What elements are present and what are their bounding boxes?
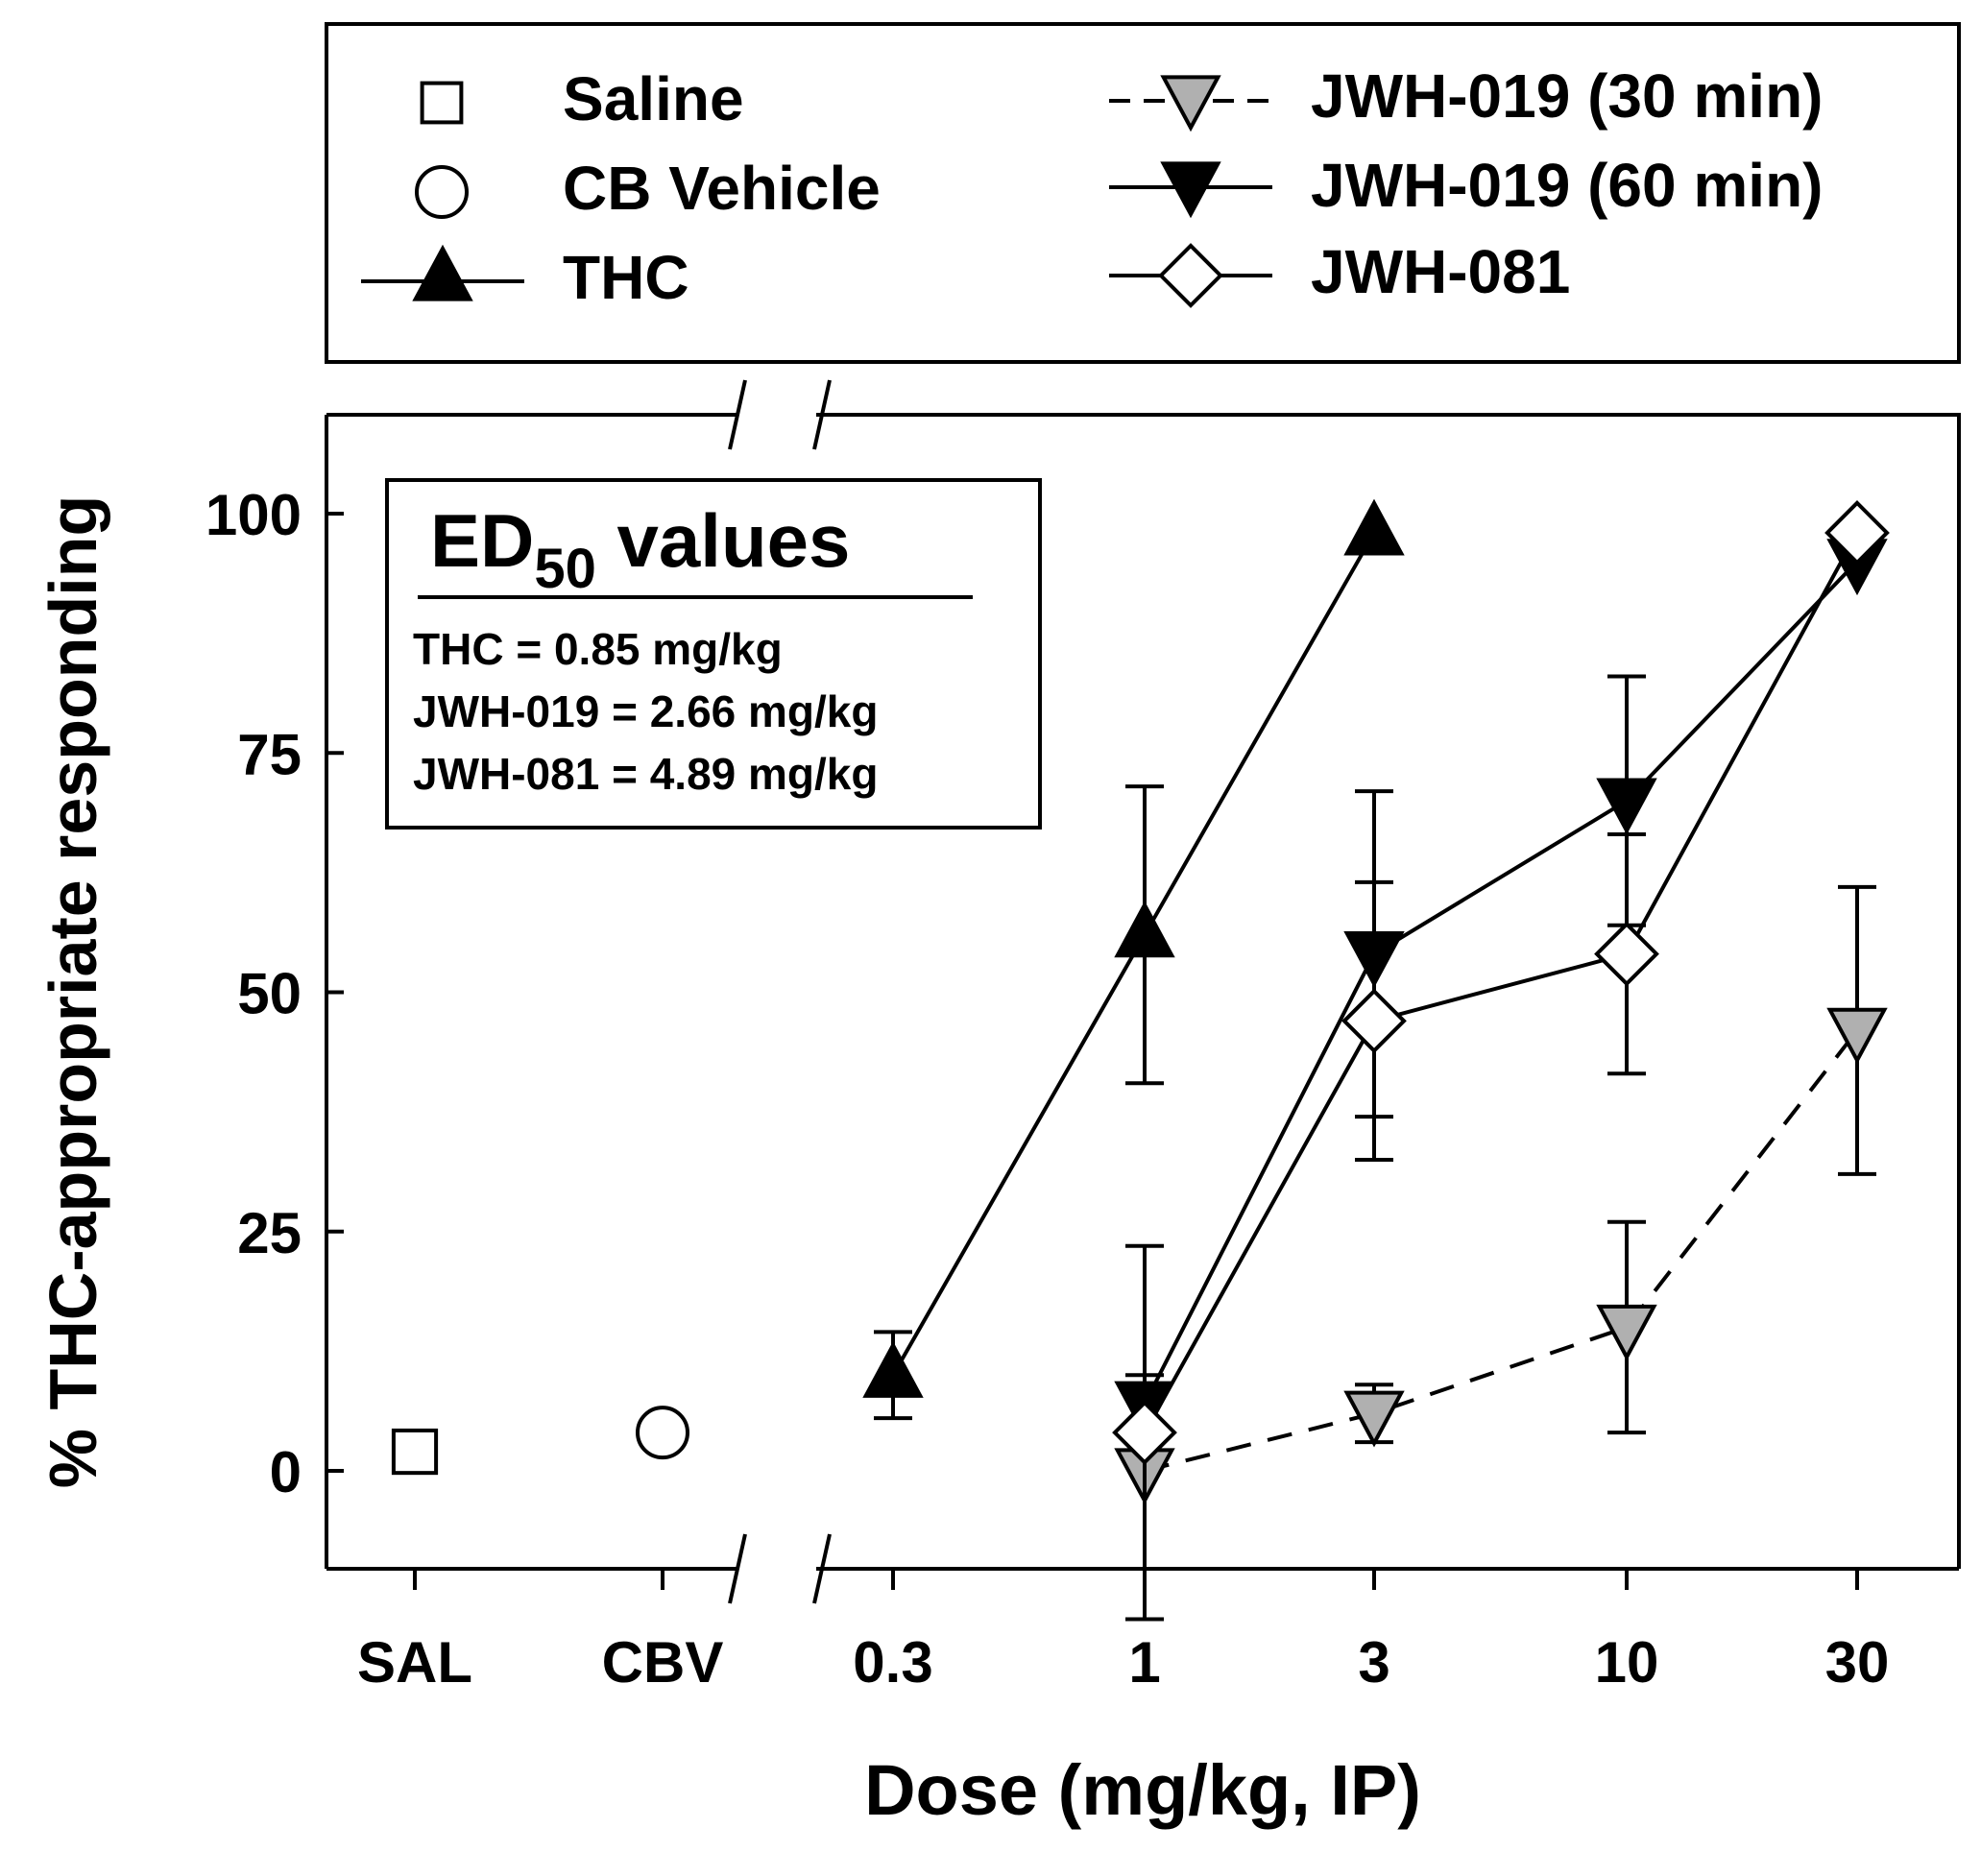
axis-break-bottom-2	[812, 1533, 832, 1604]
data-point	[1343, 498, 1405, 556]
y-tick-label: 50	[237, 962, 302, 1026]
legend-symbol-saline	[420, 81, 464, 125]
legend-label-saline: Saline	[563, 64, 744, 133]
data-point	[1343, 1390, 1405, 1448]
ed50-title-subscript: 50	[534, 538, 596, 600]
data-point	[1112, 1400, 1177, 1465]
x-tick-label: 30	[1825, 1630, 1890, 1695]
axis-break-top-2	[812, 379, 832, 450]
data-point	[1341, 988, 1407, 1054]
x-axis-title: Dose (mg/kg, IP)	[864, 1750, 1421, 1830]
legend-label-cb-vehicle: CB Vehicle	[563, 154, 881, 223]
data-point	[862, 1341, 924, 1398]
legend-symbol-thc	[412, 244, 473, 301]
control-point-cbv	[636, 1406, 689, 1460]
ed50-line-jwh019: JWH-019 = 2.66 mg/kg	[413, 686, 878, 736]
x-tick-label: 0.3	[853, 1630, 932, 1695]
data-point	[1594, 921, 1659, 987]
legend-label-jwh081: JWH-081	[1311, 237, 1570, 306]
y-tick-label: 0	[270, 1440, 302, 1504]
x-axis: SAL CBV 0.3 1 3 10 30	[357, 1569, 1889, 1695]
legend: Saline CB Vehicle THC JWH-019 (30 min) J…	[325, 22, 1961, 364]
axis-break-bottom-1	[728, 1533, 747, 1604]
data-point	[1824, 500, 1890, 565]
x-tick-label: SAL	[357, 1630, 472, 1695]
ed50-title: ED50 values	[430, 498, 850, 600]
y-axis: 0 25 50 75 100	[205, 483, 344, 1504]
series-layer	[391, 498, 1890, 1622]
legend-label-thc: THC	[563, 243, 689, 312]
x-tick-label: 1	[1128, 1630, 1160, 1695]
series-jwh-081	[1112, 500, 1890, 1622]
legend-symbol-jwh019-60	[1160, 161, 1221, 219]
y-axis-title: % THC-appropriate responding	[36, 495, 110, 1488]
ed50-annotation: ED50 values THC = 0.85 mg/kg JWH-019 = 2…	[385, 478, 1042, 830]
ed50-title-rest: values	[596, 498, 851, 583]
x-tick-label: 3	[1358, 1630, 1389, 1695]
series-jwh-019-60-min-	[1114, 539, 1888, 1438]
data-point	[1826, 1007, 1888, 1065]
series-jwh-019-30-min-	[1114, 884, 1888, 1505]
series-line	[1143, 531, 1859, 1434]
legend-frame	[325, 22, 1961, 364]
data-point	[1596, 778, 1657, 835]
ed50-line-jwh081: JWH-081 = 4.89 mg/kg	[413, 749, 878, 799]
frame-top-right	[816, 413, 1961, 1569]
legend-symbol-cb-vehicle	[415, 165, 469, 219]
series-line	[1144, 1029, 1859, 1473]
y-tick-label: 25	[237, 1201, 302, 1265]
legend-symbol-jwh019-30	[1160, 75, 1221, 132]
data-point	[1596, 1304, 1657, 1361]
axis-break-top-1	[728, 379, 747, 450]
ed50-line-thc: THC = 0.85 mg/kg	[413, 624, 783, 674]
y-tick-label: 75	[237, 722, 302, 786]
y-tick-label: 100	[205, 483, 302, 547]
ed50-title-main: ED	[430, 498, 534, 583]
ed50-frame	[385, 478, 1042, 830]
x-tick-label: 10	[1595, 1630, 1659, 1695]
series-line	[1143, 560, 1859, 1406]
legend-label-jwh019-30: JWH-019 (30 min)	[1311, 61, 1823, 131]
data-point	[1114, 901, 1175, 958]
legend-label-jwh019-60: JWH-019 (60 min)	[1311, 151, 1823, 220]
legend-symbol-jwh081	[1158, 243, 1223, 308]
control-point-sal	[391, 1428, 439, 1476]
x-tick-label: CBV	[602, 1630, 724, 1695]
series-thc	[862, 498, 1405, 1421]
plot-frame	[325, 379, 1961, 1604]
